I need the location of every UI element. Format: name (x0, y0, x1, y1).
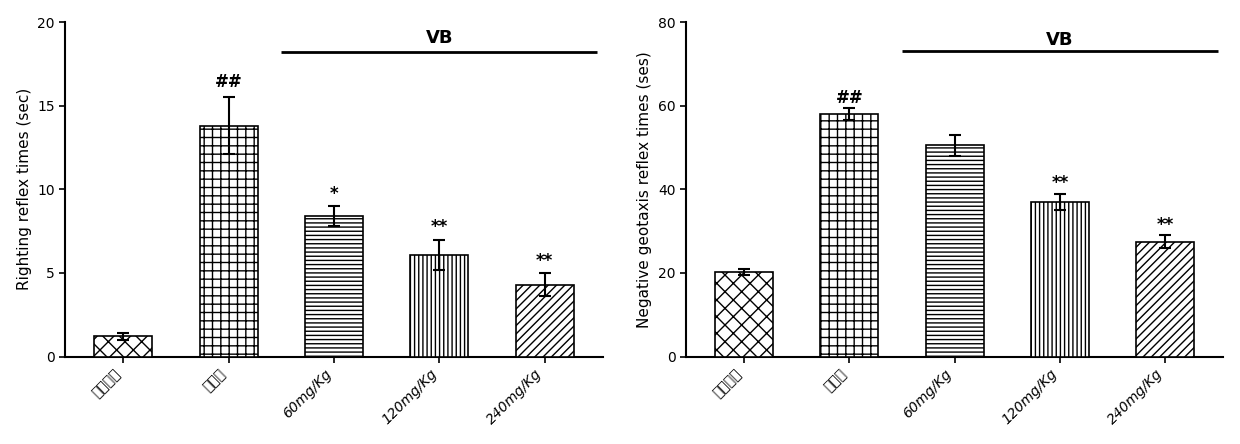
Bar (926, 146, 983, 357)
Text: **: ** (1052, 174, 1069, 192)
Bar (821, 114, 878, 357)
Bar (200, 126, 258, 357)
Y-axis label: Negative geotaxis reflex times (ses): Negative geotaxis reflex times (ses) (637, 51, 652, 328)
Y-axis label: Righting reflex times (sec): Righting reflex times (sec) (16, 88, 32, 290)
Bar (94, 337, 153, 357)
Text: **: ** (1157, 216, 1174, 234)
Bar (1136, 242, 1194, 357)
Bar (1030, 202, 1089, 357)
Bar (305, 216, 363, 357)
Text: VB: VB (425, 29, 453, 47)
Bar (516, 285, 574, 357)
Text: ##: ## (215, 73, 243, 91)
Text: **: ** (430, 218, 448, 236)
Bar (715, 272, 773, 357)
Text: VB: VB (1047, 32, 1074, 49)
Text: *: * (330, 185, 339, 203)
Text: **: ** (536, 252, 553, 270)
Bar (410, 254, 469, 357)
Text: ##: ## (836, 89, 863, 107)
